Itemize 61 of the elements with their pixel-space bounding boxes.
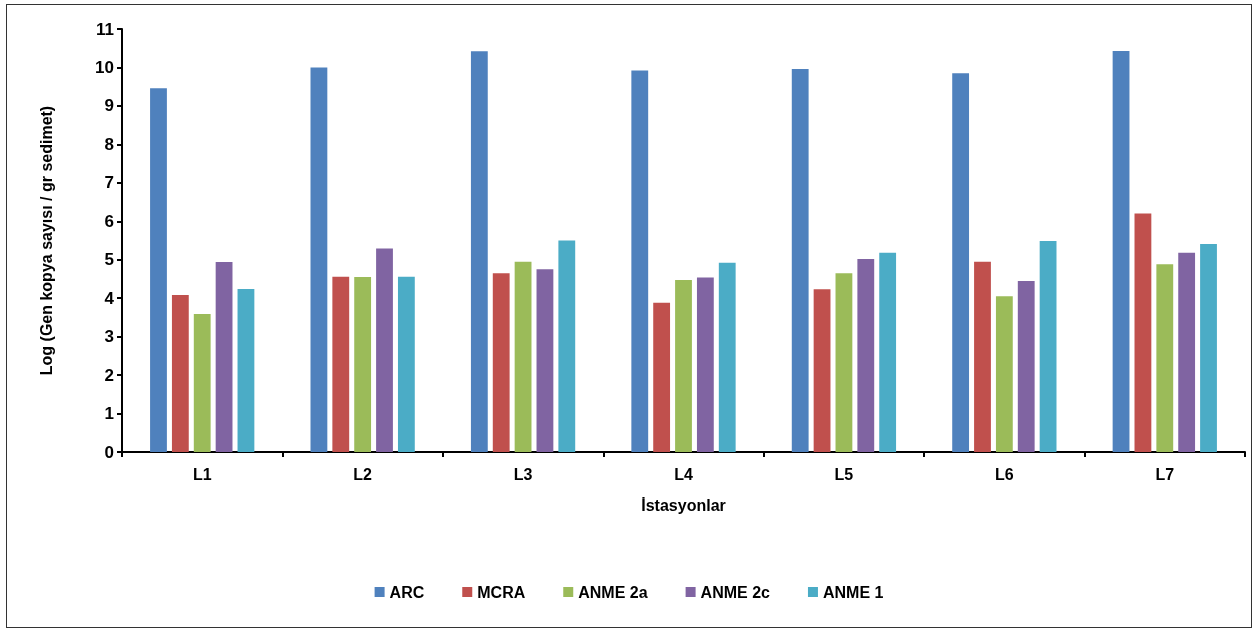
bar: [1039, 240, 1057, 452]
bar: [150, 88, 167, 452]
bar: [558, 240, 576, 452]
x-tick-label: L2: [353, 465, 373, 483]
bar: [354, 277, 372, 452]
bar: [1017, 280, 1035, 452]
bar: [631, 70, 649, 452]
y-tick-label: 9: [104, 96, 114, 116]
y-tick-label: 11: [96, 19, 114, 39]
bar: [974, 261, 991, 452]
bar: [332, 276, 350, 452]
y-tick-label: 8: [104, 134, 114, 154]
legend-label: MCRA: [477, 583, 526, 601]
bar: [171, 295, 189, 452]
y-tick-label: 7: [104, 173, 114, 193]
bar: [995, 296, 1013, 452]
bar: [514, 261, 532, 452]
y-tick-label: 6: [104, 211, 114, 231]
y-tick-label: 5: [104, 250, 114, 270]
bar: [310, 67, 328, 452]
x-tick-label: L3: [513, 465, 533, 483]
bar: [1156, 264, 1174, 452]
bar: [857, 258, 875, 452]
x-tick-label: L1: [192, 465, 212, 483]
x-tick-label: L7: [1155, 465, 1175, 483]
bar: [1178, 252, 1196, 452]
bar: [718, 262, 736, 452]
y-tick-label: 10: [95, 57, 114, 77]
y-tick-label: 4: [104, 288, 115, 308]
legend-label: ANME 1: [822, 583, 884, 601]
y-tick-label: 1: [104, 404, 114, 424]
y-axis-title: Log (Gen kopya sayısı / gr sedimet): [37, 105, 55, 376]
bar: [696, 277, 714, 452]
bar: [237, 288, 255, 452]
bar: [675, 280, 692, 452]
legend-label: ARC: [389, 583, 425, 601]
bar: [193, 313, 211, 452]
x-tick-label: L5: [834, 465, 854, 483]
bar: [952, 73, 970, 452]
bar: [215, 262, 233, 452]
bar: [1200, 243, 1217, 452]
bar: [470, 51, 488, 452]
y-tick-label: 2: [104, 365, 114, 385]
bar: [653, 302, 671, 452]
x-tick-label: L6: [995, 465, 1014, 483]
bar: [791, 68, 809, 452]
x-tick-label: L4: [674, 465, 693, 483]
y-tick-label: 3: [104, 327, 114, 347]
bar: [879, 252, 897, 452]
x-axis-title: İstasyonlar: [641, 496, 726, 514]
bar: [536, 269, 554, 452]
bar: [835, 273, 853, 452]
y-tick-label: 0: [104, 442, 114, 462]
legend-label: ANME 2a: [578, 583, 648, 601]
bar: [397, 276, 415, 452]
legend-label: ANME 2c: [700, 583, 771, 601]
bar: [1134, 213, 1152, 452]
bar: [813, 289, 831, 452]
bar: [376, 248, 393, 452]
bar: [492, 273, 510, 452]
bar: [1112, 50, 1130, 452]
